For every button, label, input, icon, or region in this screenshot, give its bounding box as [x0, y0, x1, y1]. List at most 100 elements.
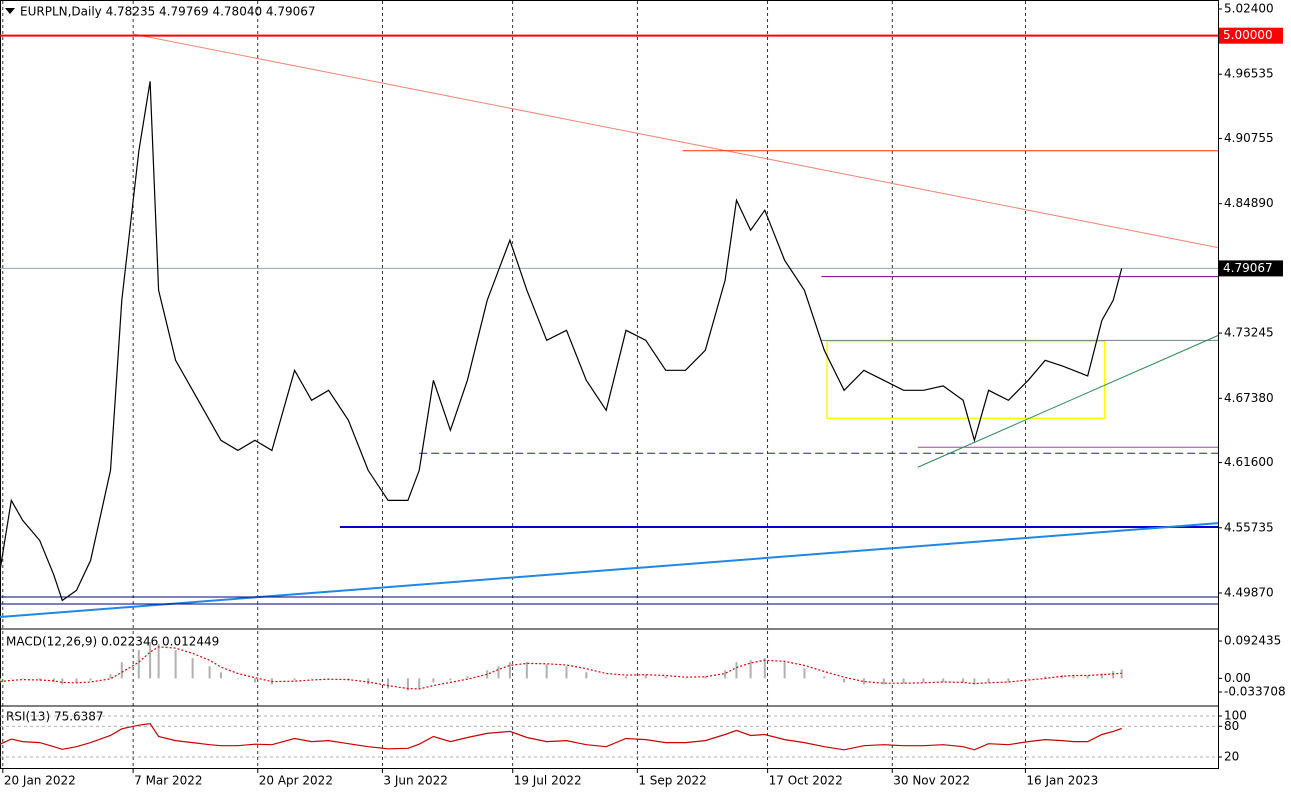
- series-line: [0, 81, 1123, 602]
- y-tick-label: 4.96535: [1224, 67, 1274, 81]
- histogram-bar: [208, 666, 211, 679]
- histogram-bar: [191, 658, 194, 679]
- y-tick-label: 20: [1224, 749, 1239, 763]
- histogram-bar: [497, 666, 500, 679]
- plot-frame: [0, 0, 1219, 769]
- histogram-bar: [1112, 671, 1115, 679]
- histogram-bar: [902, 678, 905, 684]
- histogram-bar: [253, 678, 256, 683]
- trend-line: [917, 335, 1219, 468]
- histogram-bar: [704, 676, 707, 679]
- histogram-bar: [449, 678, 452, 681]
- y-tick-label: 5.02400: [1224, 2, 1274, 16]
- histogram-bar: [843, 678, 846, 683]
- x-tick-label: 20 Jan 2022: [4, 774, 76, 788]
- x-tick-label: 19 Jul 2022: [514, 774, 582, 788]
- histogram-bar: [109, 674, 112, 679]
- histogram-bar: [75, 678, 78, 684]
- histogram-bar: [219, 672, 222, 679]
- histogram-bar: [432, 678, 435, 683]
- histogram-bar: [149, 642, 152, 679]
- histogram-bar: [137, 650, 140, 679]
- histogram-bar: [89, 678, 92, 681]
- histogram-bar: [236, 678, 239, 679]
- histogram-bar: [418, 678, 421, 689]
- histogram-bar: [545, 664, 548, 679]
- indicator-title: RSI(13) 75.6387: [6, 710, 104, 724]
- y-tick-label: 4.67380: [1224, 391, 1274, 405]
- x-tick-label: 1 Sep 2022: [638, 774, 706, 788]
- histogram-bar: [962, 678, 965, 683]
- histogram-bar: [749, 660, 752, 679]
- histogram-bar: [565, 666, 568, 679]
- histogram-bar: [684, 678, 687, 679]
- histogram-bar: [157, 644, 160, 679]
- histogram-bar: [61, 678, 64, 685]
- histogram-bar: [174, 650, 177, 679]
- price-label: 5.00000: [1223, 28, 1273, 42]
- histogram-bar: [406, 678, 409, 691]
- histogram-bar: [508, 662, 511, 679]
- y-tick-label: -0.033708: [1224, 684, 1286, 698]
- trend-line: [0, 522, 1219, 618]
- histogram-bar: [862, 678, 865, 685]
- histogram-bar: [987, 678, 990, 683]
- histogram-bar: [1100, 673, 1103, 679]
- histogram-bar: [735, 662, 738, 679]
- indicator-title: MACD(12,26,9) 0.022346 0.012449: [6, 635, 219, 649]
- histogram-bar: [38, 678, 41, 681]
- trend-line: [133, 33, 1219, 249]
- histogram-bar: [21, 678, 24, 679]
- histogram-bar: [724, 670, 727, 679]
- y-tick-label: 4.84890: [1224, 196, 1274, 210]
- histogram-bar: [466, 676, 469, 679]
- histogram-bar: [1086, 675, 1089, 679]
- x-tick-label: 16 Jan 2023: [1026, 774, 1098, 788]
- y-tick-label: 100: [1224, 709, 1247, 723]
- histogram-bar: [525, 662, 528, 679]
- histogram-bar: [120, 662, 123, 679]
- histogram-bar: [1007, 678, 1010, 682]
- y-tick-label: 4.49870: [1224, 585, 1274, 599]
- histogram-bar: [783, 662, 786, 679]
- price-label: 4.79067: [1223, 261, 1273, 275]
- price-label-box: [1219, 27, 1283, 44]
- histogram-bar: [387, 678, 390, 689]
- histogram-bar: [1027, 678, 1030, 679]
- histogram-bar: [664, 676, 667, 679]
- box-drawing: [826, 340, 1106, 420]
- y-tick-label: 4.55735: [1224, 520, 1274, 534]
- histogram-bar: [882, 678, 885, 685]
- x-tick-label: 17 Oct 2022: [769, 774, 843, 788]
- y-tick-label: 0.00: [1224, 671, 1251, 685]
- y-tick-label: 0.092435: [1224, 634, 1281, 648]
- histogram-bar: [486, 670, 489, 679]
- histogram-bar: [10, 678, 13, 679]
- histogram-bar: [605, 678, 608, 679]
- x-tick-label: 30 Nov 2022: [893, 774, 970, 788]
- chart-title: EURPLN,Daily 4.78235 4.79769 4.78040 4.7…: [20, 5, 316, 19]
- y-tick-label: 80: [1224, 719, 1239, 733]
- menu-arrow[interactable]: [5, 8, 15, 14]
- histogram-bar: [310, 678, 313, 679]
- histogram-bar: [1044, 676, 1047, 679]
- series-line: [0, 723, 1122, 751]
- histogram-bar: [624, 676, 627, 679]
- price-label-box: [1219, 260, 1283, 277]
- histogram-bar: [1072, 675, 1075, 679]
- histogram-bar: [922, 678, 925, 683]
- y-tick-label: 4.90755: [1224, 131, 1274, 145]
- histogram-bar: [644, 674, 647, 679]
- histogram-bar: [0, 678, 1, 683]
- histogram-bar: [585, 672, 588, 679]
- histogram-bar: [293, 678, 296, 681]
- histogram-bar: [823, 676, 826, 679]
- x-tick-label: 7 Mar 2022: [134, 774, 202, 788]
- histogram-bar: [803, 668, 806, 679]
- y-tick-label: 4.61600: [1224, 455, 1274, 469]
- x-tick-label: 20 Apr 2022: [259, 774, 333, 788]
- y-tick-label: 4.73245: [1224, 326, 1274, 340]
- histogram-bar: [973, 678, 976, 685]
- histogram-bar: [942, 678, 945, 682]
